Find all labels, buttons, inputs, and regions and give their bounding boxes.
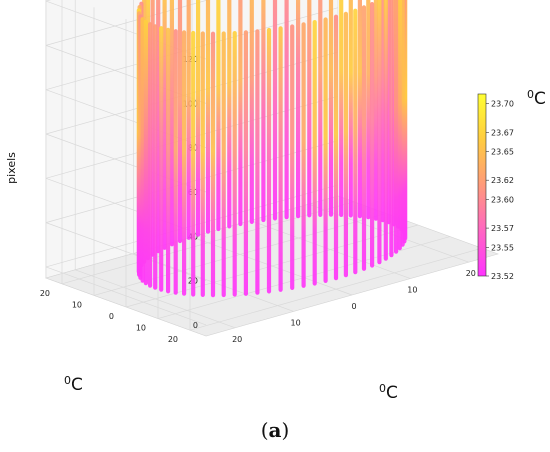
colorbar-tick-label: 23.57 xyxy=(491,224,514,233)
y-axis-label: 0C xyxy=(379,382,398,403)
colorbar-ticks: 23.70 23.67 23.65 23.62 23.60 23.57 23.55 23.52 xyxy=(486,100,514,281)
x-tick-label: 20 xyxy=(40,289,50,298)
colorbar-label: 0C xyxy=(527,88,546,109)
colorbar-tick-label: 23.65 xyxy=(491,148,514,157)
y-tick-label: 10 xyxy=(407,286,417,295)
caption-open: ( xyxy=(260,418,269,442)
y-tick-label: 10 xyxy=(291,318,301,327)
colorbar-tick-label: 23.62 xyxy=(491,176,514,185)
x-tick-label: 10 xyxy=(72,300,82,309)
x-tick-label: 0 xyxy=(109,312,114,321)
y-tick-label: 20 xyxy=(232,335,242,344)
data-columns xyxy=(136,0,408,298)
caption-close: ) xyxy=(281,418,290,442)
colorbar xyxy=(477,93,487,277)
x-axis-label: 0C xyxy=(64,374,83,395)
grid-line xyxy=(250,220,411,279)
x-tick-label: 20 xyxy=(168,335,178,344)
y-tick-label: 0 xyxy=(351,302,356,311)
colorbar-tick-label: 23.55 xyxy=(491,243,514,252)
axes-panes xyxy=(45,0,499,337)
colorbar-label-sup: 0 xyxy=(527,88,534,101)
y-axis-label-base: C xyxy=(386,383,398,403)
z-tick-label: 0 xyxy=(193,321,198,330)
y-tick-label: 20 xyxy=(466,269,476,278)
x-axis-label-base: C xyxy=(71,375,83,395)
colorbar-tick-label: 23.70 xyxy=(491,100,514,109)
z-axis-label: pixels xyxy=(5,152,18,184)
grid-line xyxy=(191,236,353,296)
colorbar-tick-label: 23.67 xyxy=(491,128,514,137)
x-tick-labels: 20 10 0 10 20 xyxy=(40,289,178,344)
x-axis-label-sup: 0 xyxy=(64,374,71,387)
colorbar-label-base: C xyxy=(534,89,546,109)
colorbar-tick-label: 23.60 xyxy=(491,195,514,204)
y-axis-label-sup: 0 xyxy=(379,382,386,395)
figure-caption: (a) xyxy=(0,418,550,442)
x-tick-label: 10 xyxy=(136,324,146,333)
caption-letter: a xyxy=(268,418,282,442)
grid-line xyxy=(75,269,236,329)
y-tick-labels: 20 10 0 10 20 xyxy=(232,269,476,344)
colorbar-tick-label: 23.52 xyxy=(491,272,514,281)
